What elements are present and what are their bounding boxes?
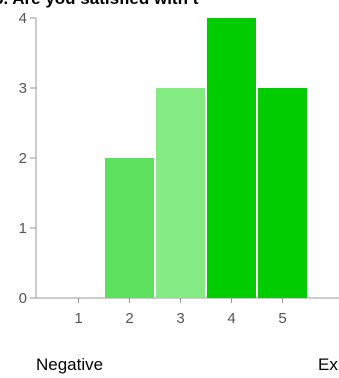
y-tick-label: 4 (19, 10, 27, 27)
y-tick-label: 2 (19, 150, 27, 167)
y-tick-label: 0 (19, 290, 27, 307)
bar-5 (258, 88, 307, 298)
bar-2 (105, 158, 154, 298)
x-tick-label: 4 (227, 310, 235, 327)
bar-3 (156, 88, 205, 298)
bars (105, 18, 307, 298)
x-tick-label: 1 (74, 310, 82, 327)
x-tick-label: 5 (278, 310, 286, 327)
x-tick-label: 3 (176, 310, 184, 327)
chart-title: 6. Are you satisfied with t (0, 0, 199, 8)
x-axis: 1 2 3 4 5 (36, 297, 339, 327)
scale-label-high: Ex (318, 355, 338, 374)
y-tick-label: 3 (19, 80, 27, 97)
x-tick-label: 2 (125, 310, 133, 327)
y-axis: 0 1 2 3 4 (19, 10, 37, 307)
scale-label-low: Negative (36, 355, 103, 374)
y-tick-label: 1 (19, 220, 27, 237)
bar-4 (207, 18, 256, 298)
